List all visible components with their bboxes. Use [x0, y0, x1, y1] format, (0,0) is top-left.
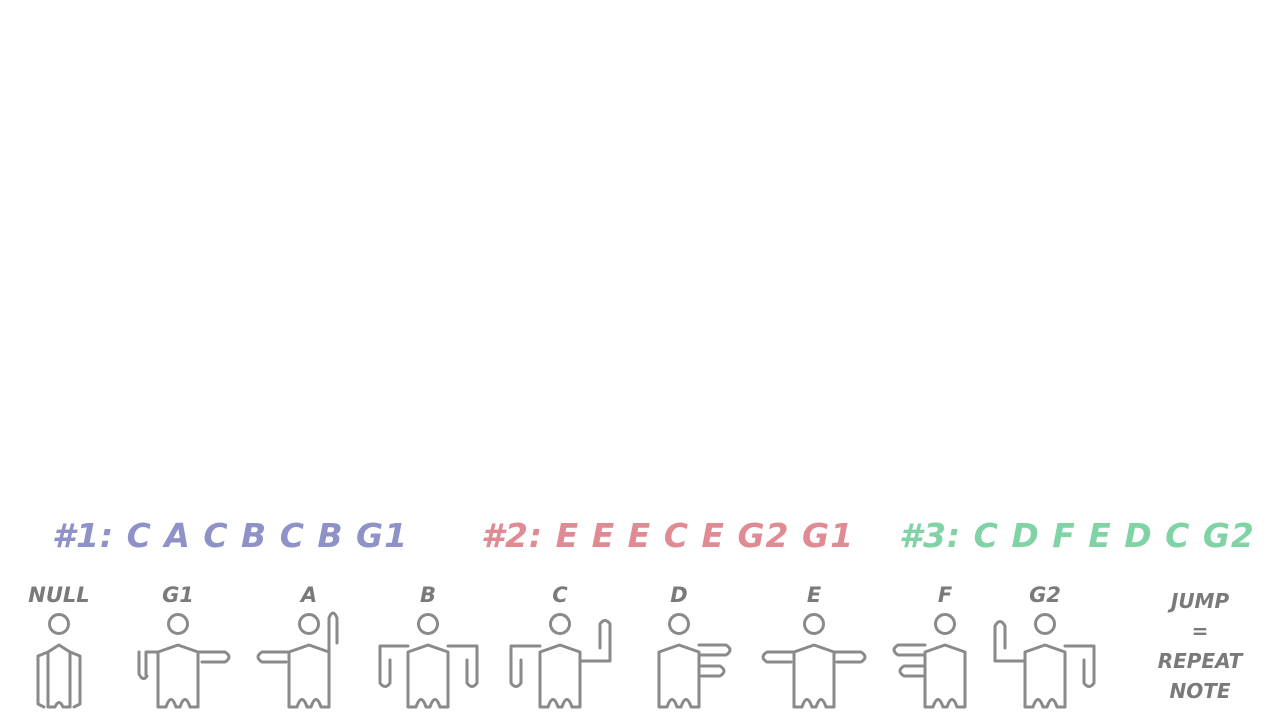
- f-pose-icon: [892, 613, 967, 709]
- pose-label-null: NULL: [28, 583, 90, 607]
- a-pose-icon: [256, 611, 339, 709]
- jump-line-3: REPEAT: [1157, 649, 1243, 673]
- g1-pose-icon: [137, 613, 231, 709]
- jump-repeat-note: JUMP = REPEAT NOTE: [1145, 586, 1255, 706]
- pose-label-d: D: [670, 583, 688, 607]
- pose-label-f: F: [937, 583, 953, 607]
- sequence-2-text: #2: E E E C E G2 G1: [481, 516, 855, 555]
- b-pose-icon: [378, 613, 479, 709]
- d-pose-icon: [657, 613, 732, 709]
- sequence-3-text: #3: C D F E D C G2: [899, 516, 1255, 555]
- sequence-1-text: #1: C A C B C B G1: [52, 516, 409, 555]
- e-pose-icon: [761, 613, 867, 709]
- pose-label-g2: G2: [1029, 583, 1061, 607]
- jump-line-2: =: [1191, 619, 1209, 643]
- null-pose-icon: [36, 613, 82, 709]
- pose-label-g1: G1: [162, 583, 194, 607]
- pose-label-e: E: [806, 583, 822, 607]
- c-pose-icon: [509, 613, 612, 709]
- jump-line-1: JUMP: [1170, 589, 1230, 613]
- pose-label-c: C: [552, 583, 568, 607]
- pose-label-a: A: [300, 583, 318, 607]
- g2-pose-icon: [993, 613, 1096, 709]
- jump-line-4: NOTE: [1169, 679, 1231, 703]
- pose-label-b: B: [419, 583, 436, 607]
